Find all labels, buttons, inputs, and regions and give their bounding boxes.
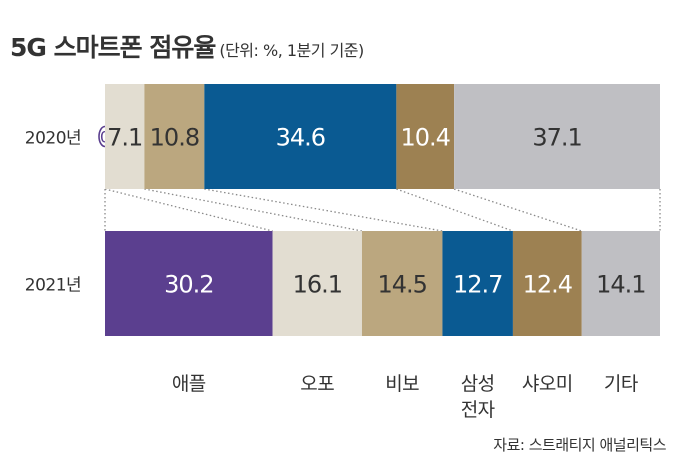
bar-segment	[204, 84, 397, 189]
connector-line	[104, 188, 273, 232]
bar-segment	[512, 231, 582, 336]
bar-value-label: 7.1	[107, 124, 142, 152]
connector-line	[453, 188, 582, 232]
bar-value-label: 16.1	[293, 271, 342, 299]
bar-value-label: 30.2	[164, 271, 213, 299]
bar-value-label: 12.4	[523, 271, 572, 299]
chart-subtitle: (단위: %, 1분기 기준)	[219, 41, 364, 60]
legend-label: 샤오미	[522, 373, 573, 395]
chart-title: 5G 스마트폰 점유율	[10, 33, 216, 62]
connector-line	[204, 188, 443, 232]
bar-segment	[396, 84, 455, 189]
category-label: 2020년	[25, 129, 81, 149]
connector-line	[144, 188, 363, 232]
connector-line	[396, 188, 514, 232]
bar-segment	[581, 231, 660, 336]
bar-value-label: 12.7	[453, 271, 502, 299]
bar-segment	[105, 231, 273, 336]
bar-value-label: 10.4	[401, 124, 450, 152]
legend-label: 비보	[385, 373, 419, 395]
bar-value-label: 14.5	[377, 271, 426, 299]
bar-segment	[361, 231, 443, 336]
source-note: 자료: 스트래티지 애널리틱스	[493, 436, 666, 454]
bar-value-label: 10.8	[150, 124, 199, 152]
bar-segment	[442, 231, 513, 336]
bar-value-label: 34.6	[276, 124, 325, 152]
bar-segment	[454, 84, 660, 189]
bar-value-label: 14.1	[596, 271, 645, 299]
bar-segment	[105, 84, 145, 189]
legend-label: 오포	[300, 373, 334, 395]
chart-title-block: 5G 스마트폰 점유율 (단위: %, 1분기 기준)	[10, 28, 364, 64]
bar-segment	[144, 84, 205, 189]
category-label: 2021년	[25, 276, 81, 296]
bar-value-label: 37.1	[532, 124, 581, 152]
legend-label: 전자	[461, 399, 495, 421]
legend-label: 삼성	[461, 373, 495, 395]
legend-label: 기타	[604, 373, 638, 395]
legend-label: 애플	[172, 373, 206, 395]
bar-segment	[272, 231, 362, 336]
